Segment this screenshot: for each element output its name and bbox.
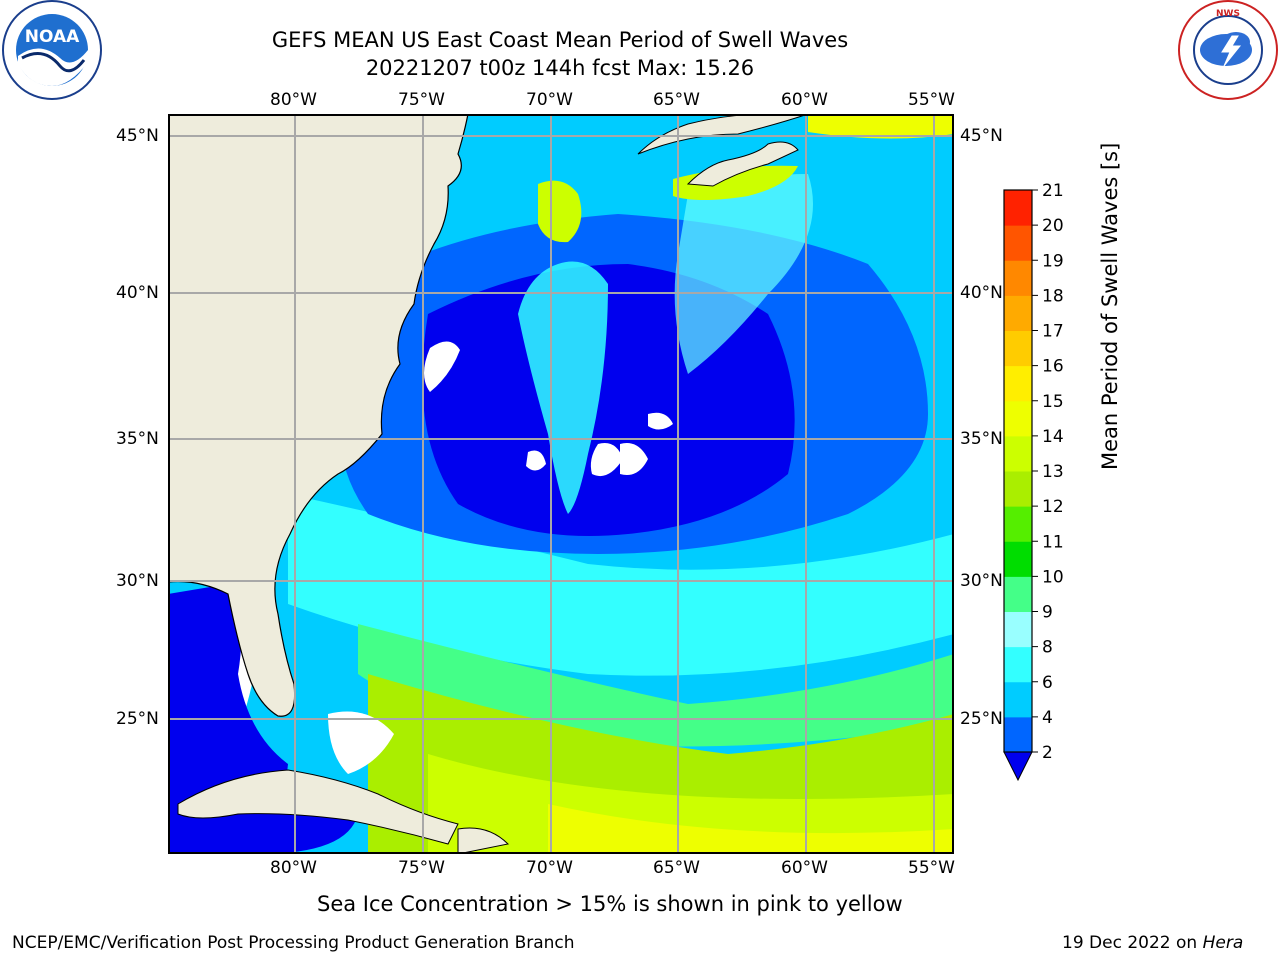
lon-label-bottom-65w: 65°W [653, 858, 700, 878]
lat-label-left-25n: 25°N [116, 709, 159, 729]
colorbar-tick-label: 8 [1042, 638, 1053, 658]
noaa-logo-text: NOAA [25, 27, 80, 47]
colorbar-tick-label: 21 [1042, 182, 1064, 201]
lon-label-top-70w: 70°W [526, 90, 573, 110]
lon-label-bottom-75w: 75°W [398, 858, 445, 878]
sea-ice-note: Sea Ice Concentration > 15% is shown in … [317, 892, 903, 916]
swell-period-map [168, 114, 954, 854]
lon-label-top-75w: 75°W [398, 90, 445, 110]
colorbar-ticks: 2 4 6 8 9 10 11 12 13 14 15 16 17 18 19 20 21 [1032, 182, 1064, 763]
colorbar-title: Mean Period of Swell Waves [s] [1098, 142, 1122, 470]
map-title: GEFS MEAN US East Coast Mean Period of S… [271, 28, 849, 52]
lon-label-top-55w: 55°W [908, 90, 955, 110]
lat-label-right-35n: 35°N [960, 429, 1003, 449]
missing-data-1 [424, 341, 460, 392]
colorbar-swatch [1004, 576, 1032, 612]
lon-label-top-60w: 60°W [781, 90, 828, 110]
colorbar-swatch [1004, 646, 1032, 683]
colorbar-swatch [1004, 471, 1032, 507]
missing-data-5 [526, 450, 546, 471]
colorbar-swatch [1004, 190, 1032, 226]
lat-label-right-30n: 30°N [960, 571, 1003, 591]
ocean-band-yellow-core [548, 804, 954, 854]
colorbar-tick-label: 16 [1042, 357, 1064, 377]
colorbar-tick-label: 4 [1042, 708, 1053, 728]
lon-label-bottom-70w: 70°W [526, 858, 573, 878]
colorbar-swatch [1004, 260, 1032, 296]
colorbar-tick-label: 17 [1042, 322, 1064, 342]
footer-date: 19 Dec 2022 on [1062, 933, 1203, 953]
colorbar-tick-label: 2 [1042, 743, 1053, 763]
footer-right: 19 Dec 2022 on Hera [1062, 933, 1243, 953]
map-frame [168, 114, 954, 854]
lat-label-left-45n: 45°N [116, 126, 159, 146]
colorbar-swatches [1004, 190, 1032, 753]
lat-label-left-30n: 30°N [116, 571, 159, 591]
lat-label-right-40n: 40°N [960, 283, 1003, 303]
colorbar-tick-label: 12 [1042, 497, 1064, 517]
lon-label-top-80w: 80°W [270, 90, 317, 110]
north-patch-3 [808, 114, 954, 139]
colorbar-swatch [1004, 225, 1032, 261]
nws-logo: NWS [1178, 0, 1278, 100]
colorbar-swatch [1004, 365, 1032, 402]
footer-left: NCEP/EMC/Verification Post Processing Pr… [12, 933, 575, 953]
colorbar-tick-label: 20 [1042, 216, 1064, 236]
swell-plume-east [674, 174, 813, 374]
land-hispaniola [457, 827, 510, 854]
lon-label-bottom-60w: 60°W [781, 858, 828, 878]
lon-label-bottom-55w: 55°W [908, 858, 955, 878]
missing-data-7 [328, 711, 394, 774]
colorbar-swatch [1004, 716, 1032, 753]
colorbar-swatch [1004, 400, 1032, 437]
graticule [168, 114, 954, 854]
north-patch-1 [538, 180, 582, 243]
missing-data-3 [620, 443, 648, 475]
colorbar-tick-label: 19 [1042, 251, 1064, 271]
colorbar-tick-label: 6 [1042, 673, 1053, 693]
land-cuba [177, 769, 459, 845]
lat-label-left-35n: 35°N [116, 429, 159, 449]
lat-label-right-45n: 45°N [960, 126, 1003, 146]
colorbar-swatch [1004, 681, 1032, 718]
colorbar: 2 4 6 8 9 10 11 12 13 14 15 16 17 18 19 20 21 [1003, 182, 1064, 782]
missing-data-4 [648, 412, 673, 430]
colorbar-tick-label: 10 [1042, 567, 1064, 587]
colorbar-tick-label: 9 [1042, 603, 1053, 623]
noaa-logo: NOAA [2, 0, 102, 100]
lat-label-right-25n: 25°N [960, 709, 1003, 729]
colorbar-tick-label: 15 [1042, 392, 1064, 412]
svg-text:NWS: NWS [1216, 9, 1240, 19]
colorbar-swatch [1004, 541, 1032, 577]
swell-plume [518, 261, 608, 514]
colorbar-under-arrow [1003, 751, 1033, 782]
missing-data-2 [590, 443, 623, 477]
lon-label-bottom-80w: 80°W [270, 858, 317, 878]
colorbar-swatch [1004, 611, 1032, 648]
colorbar-tick-label: 13 [1042, 462, 1064, 482]
lat-label-left-40n: 40°N [116, 283, 159, 303]
map-subtitle: 20221207 t00z 144h fcst Max: 15.26 [365, 56, 755, 80]
land-newfoundland [686, 141, 799, 187]
colorbar-tick-label: 11 [1042, 532, 1064, 552]
colorbar-swatch [1004, 295, 1032, 331]
lon-label-top-65w: 65°W [653, 90, 700, 110]
colorbar-tick-label: 14 [1042, 427, 1064, 447]
colorbar-tick-label: 18 [1042, 286, 1064, 306]
colorbar-swatch [1004, 435, 1032, 472]
land-us-east [168, 114, 469, 717]
colorbar-swatch [1004, 330, 1032, 367]
colorbar-swatch [1004, 506, 1032, 542]
footer-host: Hera [1202, 933, 1244, 953]
